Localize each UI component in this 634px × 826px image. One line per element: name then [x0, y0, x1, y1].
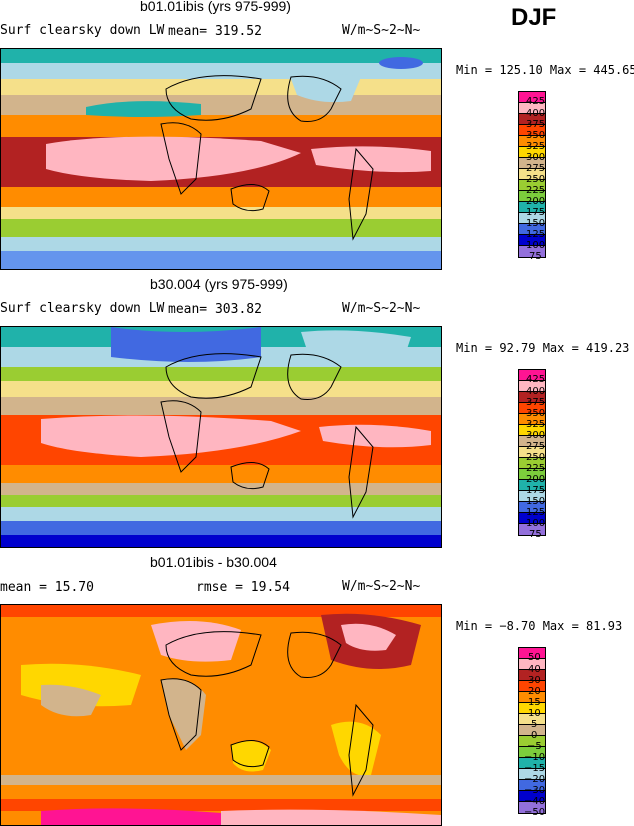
panel2-mean: mean= 303.82: [168, 302, 262, 317]
panel3-legend-label: 10: [528, 708, 541, 719]
panel3-legend-label: −5: [527, 741, 542, 752]
panel2-legend-label: 400: [526, 386, 546, 397]
panel1-legend-label: 325: [526, 141, 546, 152]
panel2-legend-label: 175: [526, 485, 546, 496]
panel2-legend-label: 300: [526, 430, 546, 441]
panel3-title: b01.01ibis - b30.004: [150, 554, 277, 570]
panel2-legend-label: 325: [526, 419, 546, 430]
panel1-legend-label: 400: [526, 108, 546, 119]
panel1-mean: mean= 319.52: [168, 24, 262, 39]
panel3-legend-label: −40: [524, 796, 546, 807]
panel1-legend-label: 300: [526, 152, 546, 163]
panel2-map: [0, 326, 442, 548]
panel1-legend-label: 225: [526, 185, 546, 196]
panel1-legend-label: 150: [526, 218, 546, 229]
panel3-legend-label: −50: [524, 807, 546, 818]
panel3-units: W/m~S~2~N~: [342, 579, 421, 594]
panel1-units: W/m~S~2~N~: [342, 23, 421, 38]
panel3-rmse: rmse = 19.54: [196, 580, 290, 595]
panel2-minmax: Min = 92.79 Max = 419.23: [456, 341, 630, 355]
panel3-legend-label: 20: [528, 686, 541, 697]
panel1-title: b01.01ibis (yrs 975-999): [140, 0, 291, 14]
panel2-legend-label: 425: [526, 374, 546, 385]
panel1-legend-label: 275: [526, 163, 546, 174]
panel1-legend-label: 375: [526, 119, 546, 130]
panel2-title: b30.004 (yrs 975-999): [150, 276, 288, 292]
panel2-legend-label: 200: [526, 474, 546, 485]
panel1-legend-label: 175: [526, 207, 546, 218]
panel1-legend-label: 200: [526, 196, 546, 207]
panel3-legend: [518, 647, 546, 814]
panel1-legend-label: 425: [526, 96, 546, 107]
panel1-variable: Surf clearsky down LW: [0, 23, 165, 38]
panel2-legend-label: 250: [526, 452, 546, 463]
panel3-legend-label: 15: [528, 697, 541, 708]
panel1-legend: [518, 91, 546, 258]
panel1-legend-label: 75: [529, 251, 542, 262]
panel2-legend-label: 350: [526, 408, 546, 419]
panel3-field: [1, 605, 441, 825]
panel3-legend-label: −15: [524, 763, 546, 774]
panel3-legend-label: 40: [528, 664, 541, 675]
panel3-legend-label: −30: [524, 785, 546, 796]
panel2-legend-label: 75: [529, 529, 542, 540]
panel3-minmax: Min = −8.70 Max = 81.93: [456, 619, 623, 633]
panel2-field: [1, 327, 441, 547]
panel1-map: [0, 48, 442, 270]
panel1-field: [1, 49, 441, 269]
panel1-minmax: Min = 125.10 Max = 445.65: [456, 63, 634, 77]
panel3-legend-label: −10: [524, 752, 546, 763]
panel2-legend-label: 375: [526, 397, 546, 408]
panel3-mean: mean = 15.70: [0, 580, 94, 595]
panel3-legend-label: 50: [528, 652, 541, 663]
panel3-map: [0, 604, 442, 826]
panel3-legend-label: 5: [531, 719, 538, 730]
panel2-legend: [518, 369, 546, 536]
panel2-legend-label: 275: [526, 441, 546, 452]
panel3-legend-label: −20: [524, 774, 546, 785]
panel1-legend-label: 350: [526, 130, 546, 141]
panel3-legend-label: 30: [528, 675, 541, 686]
panel2-legend-label: 100: [526, 518, 546, 529]
panel1-legend-label: 125: [526, 229, 546, 240]
panel2-units: W/m~S~2~N~: [342, 301, 421, 316]
season-label: DJF: [511, 4, 557, 31]
panel1-legend-label: 250: [526, 174, 546, 185]
panel2-legend-label: 125: [526, 507, 546, 518]
panel1-legend-label: 100: [526, 240, 546, 251]
panel2-variable: Surf clearsky down LW: [0, 301, 165, 316]
panel3-legend-label: 0: [531, 730, 538, 741]
panel2-legend-label: 225: [526, 463, 546, 474]
panel2-legend-label: 150: [526, 496, 546, 507]
